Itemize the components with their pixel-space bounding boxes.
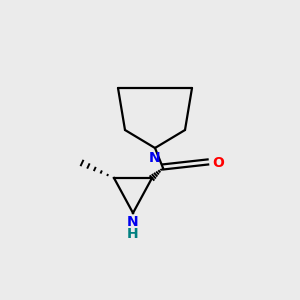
Text: N: N: [149, 151, 161, 165]
Text: N: N: [127, 215, 139, 229]
Text: O: O: [212, 156, 224, 170]
Text: H: H: [127, 227, 139, 241]
